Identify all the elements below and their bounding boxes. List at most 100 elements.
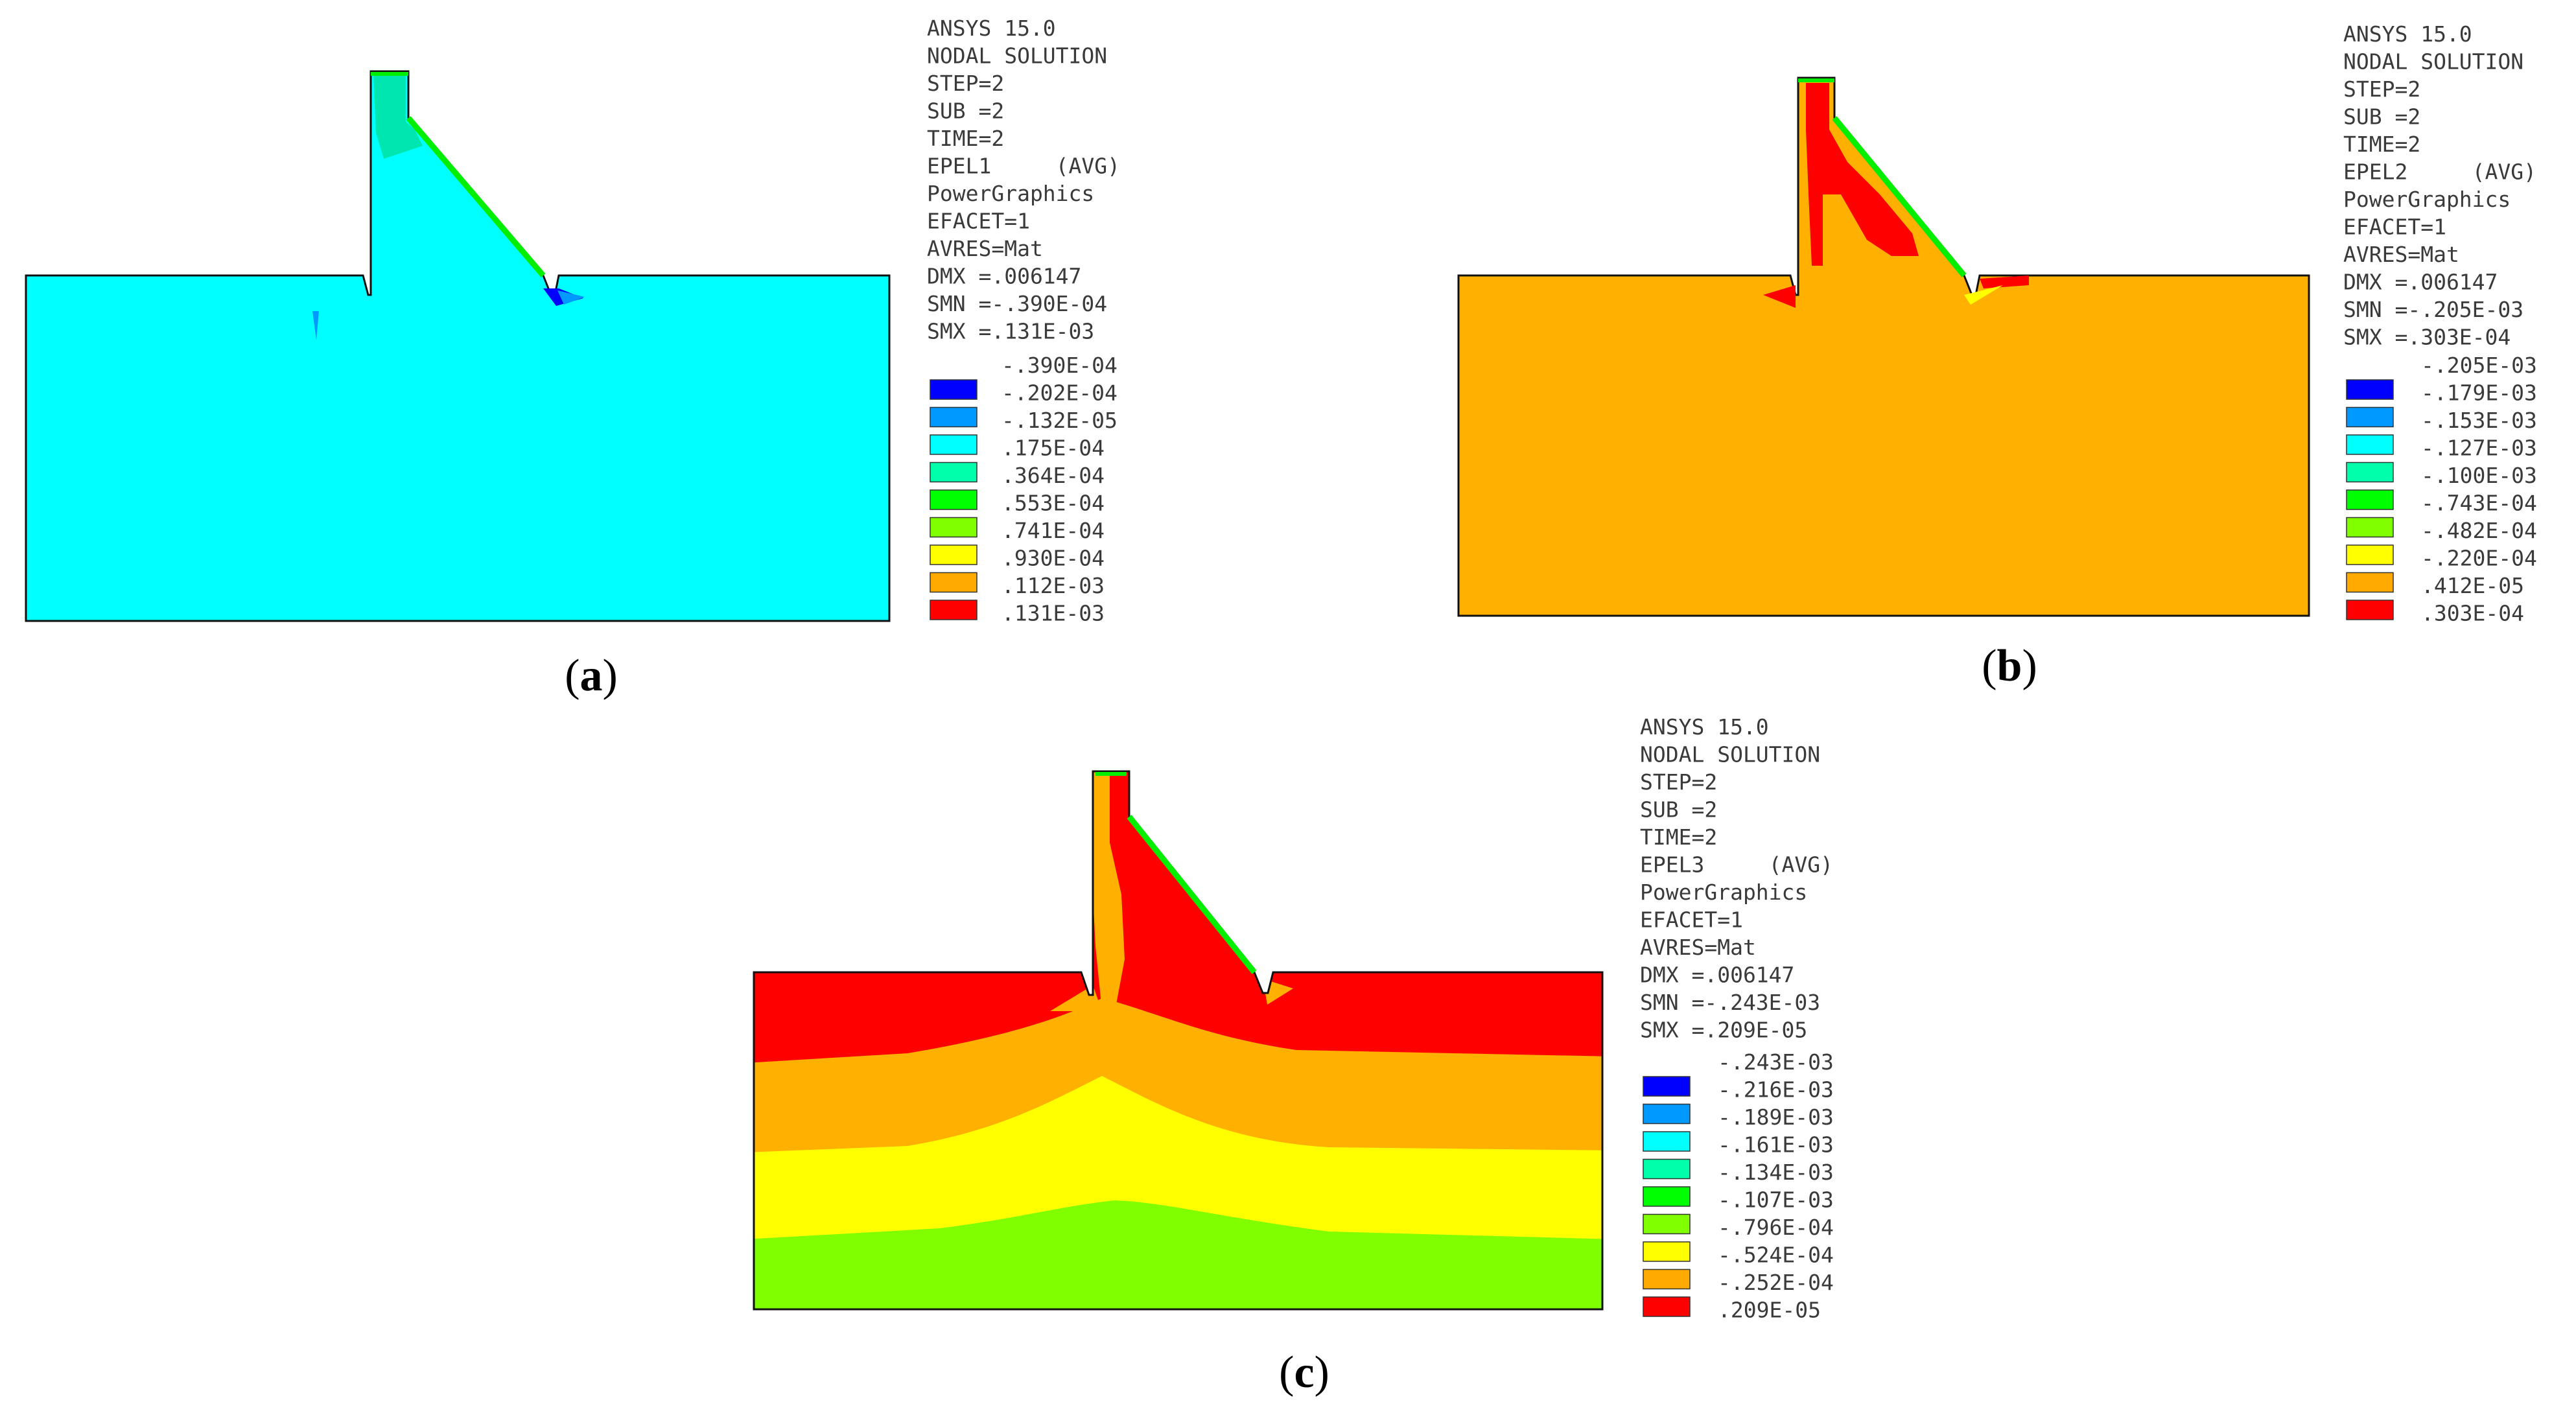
legend-header-line: TIME=2 bbox=[927, 126, 1004, 151]
legend-swatch bbox=[930, 434, 978, 455]
legend-header-line: EPEL1 (AVG) bbox=[927, 154, 1120, 179]
legend-value: -.243E-03 bbox=[1718, 1049, 1834, 1075]
legend-swatch bbox=[2346, 406, 2394, 428]
blue-spike-a bbox=[312, 311, 319, 340]
legend-swatch bbox=[930, 461, 978, 483]
legend-header-line: AVRES=Mat bbox=[1640, 935, 1756, 960]
legend-value: -.252E-04 bbox=[1718, 1270, 1834, 1295]
legend-header-c: ANSYS 15.0 NODAL SOLUTION STEP=2 SUB =2 TIME… bbox=[1640, 714, 1833, 1043]
legend-header-line: STEP=2 bbox=[2343, 76, 2420, 102]
legend-header-b: ANSYS 15.0 NODAL SOLUTION STEP=2 SUB =2 TIME… bbox=[2343, 21, 2536, 350]
legend-swatch bbox=[930, 489, 978, 510]
legend-header-line: NODAL SOLUTION bbox=[1640, 742, 1820, 767]
legend-swatches-a bbox=[930, 379, 978, 620]
legend-swatch bbox=[2346, 572, 2394, 593]
legend-value: .930E-04 bbox=[1001, 546, 1105, 571]
legend-swatch bbox=[1643, 1268, 1691, 1290]
legend-value: -.189E-03 bbox=[1718, 1104, 1834, 1130]
legend-header-line: ANSYS 15.0 bbox=[2343, 21, 2472, 47]
legend-header-line: DMX =.006147 bbox=[1640, 963, 1794, 988]
legend-value: .131E-03 bbox=[1001, 601, 1105, 626]
legend-value: -.100E-03 bbox=[2421, 463, 2537, 488]
legend-value: -.132E-05 bbox=[1001, 408, 1118, 433]
legend-value: -.127E-03 bbox=[2421, 436, 2537, 461]
model-b bbox=[1457, 76, 2310, 617]
legend-swatch bbox=[1643, 1076, 1691, 1097]
model-a bbox=[25, 70, 891, 622]
legend-value: -.743E-04 bbox=[2421, 491, 2537, 516]
legend-value: .112E-03 bbox=[1001, 573, 1105, 598]
legend-c: ANSYS 15.0 NODAL SOLUTION STEP=2 SUB =2 TIME… bbox=[1640, 714, 1834, 1323]
legend-swatch bbox=[1643, 1186, 1691, 1207]
band-lime-c bbox=[754, 1200, 1602, 1309]
legend-header-line: ANSYS 15.0 bbox=[927, 16, 1056, 41]
legend-header-line: EPEL2 (AVG) bbox=[2343, 159, 2536, 185]
legend-swatch bbox=[930, 517, 978, 538]
legend-swatch bbox=[2346, 434, 2394, 455]
legend-swatch bbox=[930, 572, 978, 593]
legend-values-c: -.243E-03 -.216E-03 -.189E-03 -.161E-03 -.13… bbox=[1718, 1049, 1834, 1323]
legend-header-a: ANSYS 15.0 NODAL SOLUTION STEP=2 SUB =2 TIME… bbox=[927, 16, 1120, 344]
legend-header-line: DMX =.006147 bbox=[927, 264, 1081, 289]
legend-swatch bbox=[1643, 1213, 1691, 1235]
legend-swatch bbox=[1643, 1158, 1691, 1180]
legend-header-line: NODAL SOLUTION bbox=[2343, 49, 2523, 75]
legend-header-line: AVRES=Mat bbox=[2343, 242, 2459, 267]
green-edge-b bbox=[1832, 116, 1967, 277]
legend-value: .553E-04 bbox=[1001, 491, 1105, 516]
caption-letter-a: a bbox=[580, 651, 603, 701]
legend-value: .209E-05 bbox=[1718, 1298, 1821, 1323]
legend-value: -.220E-04 bbox=[2421, 546, 2537, 571]
legend-a: ANSYS 15.0 NODAL SOLUTION STEP=2 SUB =2 TIME… bbox=[927, 16, 1120, 626]
green-edge-a bbox=[406, 116, 546, 277]
teal-zone-a bbox=[373, 74, 423, 159]
legend-swatch bbox=[930, 544, 978, 565]
legend-values-a: -.390E-04 -.202E-04 -.132E-05 .175E-04.364E… bbox=[1001, 353, 1118, 626]
legend-value: .175E-04 bbox=[1001, 436, 1105, 461]
legend-header-line: STEP=2 bbox=[927, 71, 1004, 96]
yellow-notch-b bbox=[1964, 285, 2003, 305]
legend-header-line: EFACET=1 bbox=[2343, 215, 2446, 240]
legend-header-line: ANSYS 15.0 bbox=[1640, 714, 1769, 740]
legend-value: .741E-04 bbox=[1001, 518, 1105, 543]
orange-dam-zone-c bbox=[1093, 771, 1125, 1011]
legend-header-line: PowerGraphics bbox=[1640, 880, 1807, 905]
legend-header-line: TIME=2 bbox=[2343, 132, 2420, 157]
legend-swatch bbox=[930, 600, 978, 620]
legend-value: .412E-05 bbox=[2421, 573, 2524, 598]
legend-header-line: SUB =2 bbox=[1640, 797, 1717, 823]
legend-value: -.524E-04 bbox=[1718, 1243, 1834, 1268]
legend-swatch bbox=[2346, 379, 2394, 400]
caption-a: (a) bbox=[565, 651, 618, 701]
legend-swatch bbox=[1643, 1131, 1691, 1152]
legend-value: .303E-04 bbox=[2421, 601, 2524, 626]
legend-swatch bbox=[2346, 517, 2394, 538]
red-zone-toe-b bbox=[1763, 285, 1796, 308]
legend-header-line: SMN =-.390E-04 bbox=[927, 291, 1107, 316]
legend-value: -.179E-03 bbox=[2421, 380, 2537, 406]
legend-value: -.107E-03 bbox=[1718, 1187, 1834, 1213]
legend-value: -.796E-04 bbox=[1718, 1215, 1834, 1240]
legend-header-line: SMN =-.243E-03 bbox=[1640, 990, 1820, 1015]
legend-swatch bbox=[2346, 489, 2394, 510]
green-edge-c bbox=[1127, 815, 1257, 974]
panel-b: ANSYS 15.0 NODAL SOLUTION STEP=2 SUB =2 TIME… bbox=[1457, 21, 2537, 691]
legend-header-line: SMX =.209E-05 bbox=[1640, 1018, 1807, 1043]
legend-swatch bbox=[1643, 1103, 1691, 1125]
legend-value: -.134E-03 bbox=[1718, 1160, 1834, 1185]
legend-header-line: DMX =.006147 bbox=[2343, 270, 2498, 295]
legend-header-line: SMX =.303E-04 bbox=[2343, 325, 2511, 350]
red-zone-crest-b bbox=[1806, 83, 1919, 266]
legend-header-line: EPEL3 (AVG) bbox=[1640, 852, 1833, 878]
legend-header-line: AVRES=Mat bbox=[927, 236, 1043, 261]
legend-header-line: TIME=2 bbox=[1640, 824, 1717, 850]
legend-value: -.202E-04 bbox=[1001, 380, 1118, 406]
legend-header-line: SUB =2 bbox=[927, 99, 1004, 124]
legend-swatches-c bbox=[1643, 1076, 1691, 1317]
legend-value: -.390E-04 bbox=[1001, 353, 1118, 378]
legend-header-line: STEP=2 bbox=[1640, 769, 1717, 795]
legend-header-line: SUB =2 bbox=[2343, 104, 2420, 130]
legend-swatches-b bbox=[2346, 379, 2394, 620]
caption-letter-b: b bbox=[1997, 641, 2022, 691]
